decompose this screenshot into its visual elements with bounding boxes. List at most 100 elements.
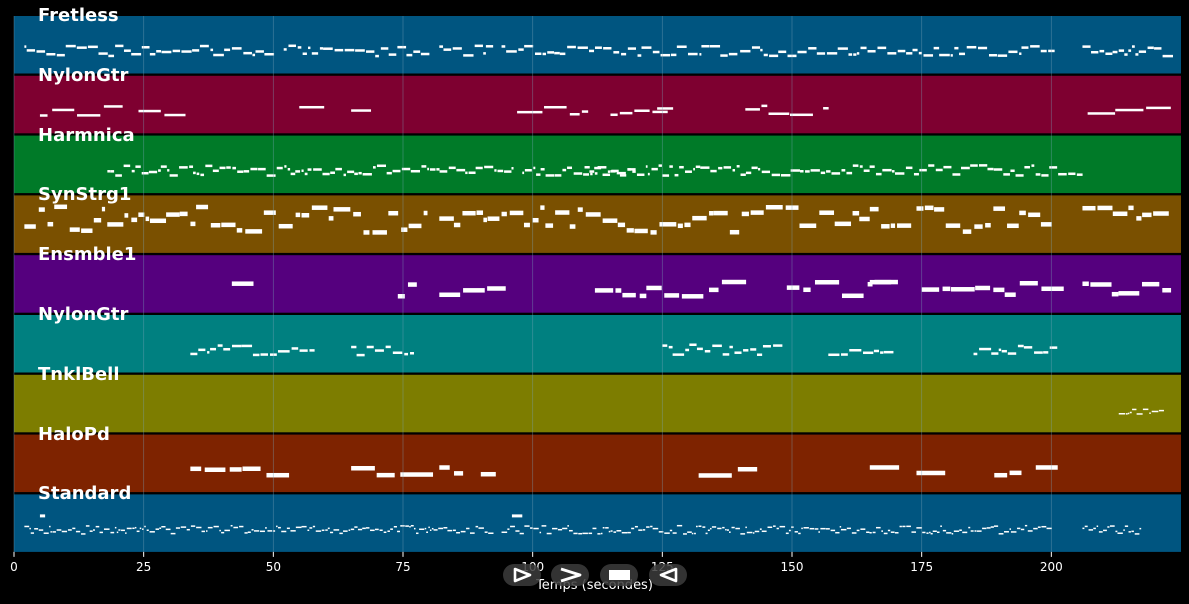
- note: [534, 52, 542, 56]
- note: [869, 206, 879, 212]
- note: [619, 174, 627, 177]
- note: [207, 351, 210, 354]
- note: [1017, 527, 1021, 530]
- note: [1091, 50, 1099, 54]
- note: [397, 45, 407, 49]
- note: [408, 223, 422, 229]
- note: [265, 527, 267, 529]
- note: [929, 531, 931, 534]
- note: [110, 531, 115, 534]
- note: [196, 172, 200, 176]
- note: [115, 44, 124, 48]
- note: [887, 52, 897, 55]
- note: [975, 285, 991, 291]
- note: [679, 165, 684, 169]
- note: [540, 205, 545, 210]
- note: [872, 531, 876, 534]
- note: [569, 529, 573, 532]
- rewind-button[interactable]: [649, 564, 687, 586]
- note: [290, 172, 296, 176]
- note: [615, 288, 622, 293]
- note: [1093, 527, 1096, 530]
- note: [196, 526, 202, 529]
- note: [297, 46, 302, 49]
- note: [108, 54, 115, 58]
- note: [38, 529, 44, 531]
- note: [50, 531, 52, 533]
- note: [388, 210, 399, 216]
- note: [979, 347, 992, 351]
- note: [170, 532, 176, 535]
- note: [632, 170, 636, 173]
- note: [737, 466, 758, 472]
- note: [758, 167, 761, 171]
- note: [397, 294, 405, 299]
- note: [918, 51, 922, 55]
- play-button[interactable]: [503, 564, 541, 586]
- note: [354, 172, 358, 176]
- note: [43, 532, 49, 534]
- note: [299, 349, 308, 352]
- note: [846, 171, 853, 175]
- note: [767, 526, 773, 529]
- note: [677, 223, 683, 229]
- note: [930, 532, 933, 535]
- note: [621, 531, 628, 534]
- note: [116, 531, 119, 534]
- note: [1007, 223, 1019, 229]
- note: [536, 173, 541, 176]
- note: [662, 344, 668, 347]
- note: [334, 48, 344, 52]
- note: [937, 531, 940, 534]
- note: [723, 166, 732, 169]
- note: [67, 529, 72, 531]
- note: [803, 287, 811, 293]
- note: [348, 529, 351, 531]
- note: [190, 352, 198, 356]
- note: [597, 533, 601, 535]
- note: [241, 344, 253, 348]
- note: [180, 526, 187, 528]
- note: [350, 528, 355, 531]
- note: [921, 287, 940, 292]
- note: [891, 170, 895, 173]
- note: [69, 227, 80, 232]
- note: [637, 54, 642, 57]
- fast-forward-button[interactable]: [551, 564, 589, 586]
- note: [405, 525, 409, 527]
- note: [760, 48, 763, 52]
- note: [658, 531, 664, 533]
- note: [634, 228, 648, 234]
- note: [210, 48, 214, 52]
- note: [687, 531, 692, 533]
- note: [622, 292, 636, 298]
- note: [343, 173, 346, 177]
- note: [138, 109, 161, 113]
- note: [794, 531, 798, 533]
- note: [710, 527, 712, 530]
- note: [351, 109, 372, 112]
- note: [544, 105, 567, 109]
- note: [1048, 49, 1055, 53]
- note: [554, 51, 560, 55]
- stop-button[interactable]: [600, 564, 638, 586]
- note: [826, 170, 831, 173]
- note: [295, 170, 301, 173]
- track-lane: [14, 434, 1181, 493]
- note: [1088, 529, 1094, 531]
- note: [951, 533, 954, 535]
- note: [692, 215, 707, 221]
- note: [919, 168, 927, 172]
- note: [309, 527, 313, 529]
- note: [998, 348, 1002, 352]
- note: [722, 353, 730, 356]
- note: [539, 531, 542, 534]
- note: [676, 524, 683, 527]
- note: [650, 230, 657, 235]
- note: [786, 285, 800, 290]
- note: [370, 529, 375, 532]
- note: [358, 171, 362, 175]
- note: [881, 530, 883, 532]
- note: [1041, 174, 1049, 177]
- note: [916, 527, 923, 529]
